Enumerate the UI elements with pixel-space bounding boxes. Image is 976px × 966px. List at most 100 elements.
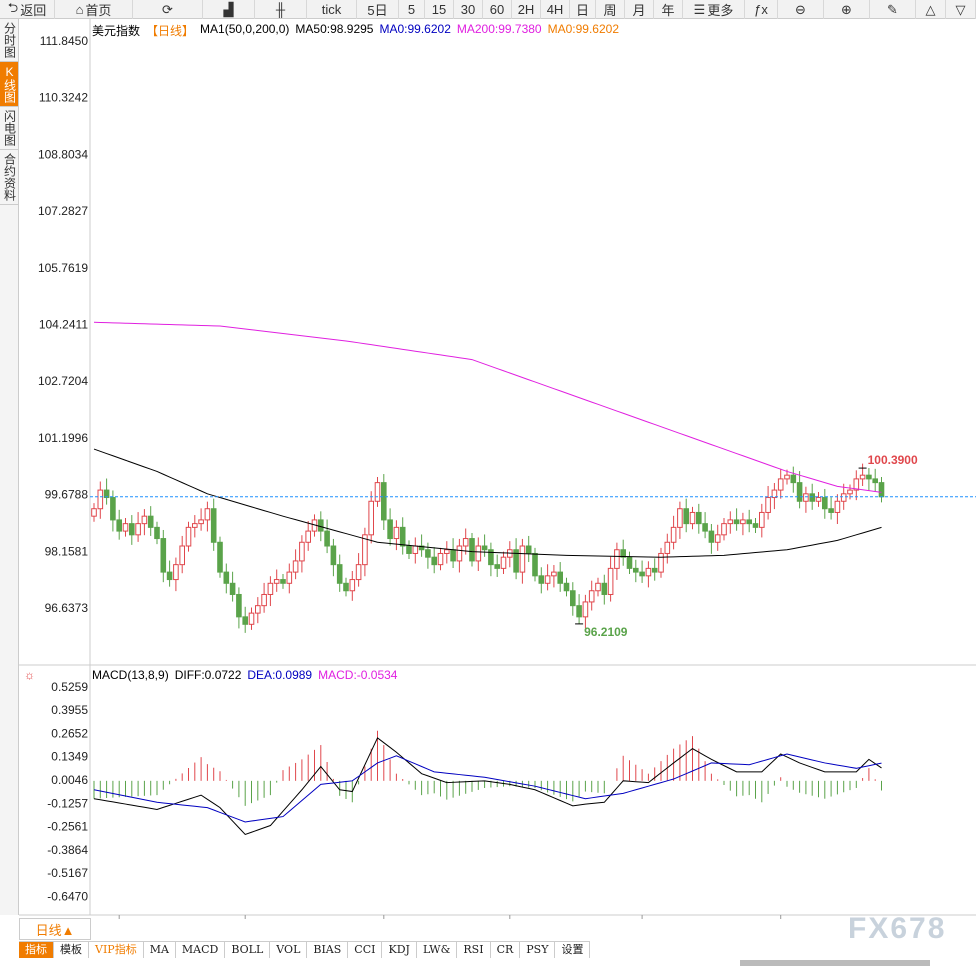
macd-tick-label: -0.6470 xyxy=(47,890,88,904)
indicator-tab-MACD[interactable]: MACD xyxy=(176,942,226,958)
toolbar-button-年[interactable]: 年 xyxy=(654,0,683,19)
toolbar-button-zoom-in-icon[interactable]: ⊕ xyxy=(824,0,870,19)
candle-body xyxy=(784,474,790,480)
candle xyxy=(746,509,753,533)
indicator-tab-BOLL[interactable]: BOLL xyxy=(225,942,271,958)
candle-body xyxy=(336,564,343,584)
indicator-tab-BIAS[interactable]: BIAS xyxy=(307,942,349,958)
toolbar-button-triangle-up-icon[interactable]: △ xyxy=(916,0,946,19)
toolbar-button-zoom-out-icon[interactable]: ⊖ xyxy=(778,0,824,19)
candle xyxy=(853,470,860,501)
candle-body xyxy=(444,549,450,554)
toolbar-button-返回[interactable]: ⮌ 返回 xyxy=(0,0,55,19)
candle xyxy=(614,542,620,580)
candle-body xyxy=(752,523,759,528)
candle xyxy=(733,508,740,531)
candle-body xyxy=(418,545,425,551)
candle-body xyxy=(859,474,866,480)
candle-body xyxy=(696,511,702,525)
toolbar-label: 30 xyxy=(460,2,476,17)
toolbar-button-5日[interactable]: 5日 xyxy=(357,0,399,19)
price-tick-label: 104.2411 xyxy=(39,318,88,332)
candle xyxy=(822,488,828,519)
candle-body xyxy=(488,549,494,566)
toolbar-button-周[interactable]: 周 xyxy=(596,0,625,19)
indicator-tab-CR[interactable]: CR xyxy=(491,942,521,958)
toolbar-button-4H[interactable]: 4H xyxy=(541,0,570,19)
candle xyxy=(91,503,97,522)
indicator-tab-VIP指标[interactable]: VIP指标 xyxy=(89,942,144,958)
candle xyxy=(305,521,311,551)
candle xyxy=(582,594,589,629)
indicator-tab-RSI[interactable]: RSI xyxy=(457,942,491,958)
candle-body xyxy=(204,508,211,521)
toolbar-button-5[interactable]: 5 xyxy=(399,0,425,19)
candle-body xyxy=(154,526,160,540)
toolbar-button-首页[interactable]: ⌂ 首页 xyxy=(55,0,133,19)
candle-body xyxy=(110,497,116,521)
candle xyxy=(185,521,192,552)
candle-body xyxy=(456,545,463,562)
toolbar-button-candlestick-icon[interactable]: ╫ xyxy=(255,0,307,19)
candle xyxy=(651,558,658,581)
candle xyxy=(273,569,280,592)
toolbar-button-2H[interactable]: 2H xyxy=(512,0,541,19)
indicator-tab-设置[interactable]: 设置 xyxy=(555,942,591,958)
candle-body xyxy=(343,582,349,592)
toolbar-button-bar-chart-icon[interactable]: ▟ xyxy=(203,0,255,19)
toolbar-button-pen-icon[interactable]: ✎ xyxy=(870,0,916,19)
indicator-tab-PSY[interactable]: PSY xyxy=(520,942,556,958)
toolbar-button-日[interactable]: 日 xyxy=(570,0,596,19)
scrollbar[interactable] xyxy=(740,960,930,966)
candle-body xyxy=(771,489,778,499)
view-tab-flash[interactable]: 闪电图 xyxy=(0,107,18,150)
toolbar-button-function-fx-icon[interactable]: ƒx xyxy=(745,0,778,19)
pen-icon: ✎ xyxy=(887,1,898,17)
candle xyxy=(255,597,261,624)
candle xyxy=(343,577,349,597)
candle-body xyxy=(406,545,412,554)
candle-body xyxy=(185,526,192,547)
ma-settings[interactable]: MA1(50,0,200,0) xyxy=(200,22,290,36)
indicator-tab-KDJ[interactable]: KDJ xyxy=(382,942,417,958)
triangle-down-icon: ▽ xyxy=(955,1,966,17)
macd-label[interactable]: MACD(13,8,9) xyxy=(92,668,169,682)
candle-body xyxy=(255,605,261,614)
indicator-tab-指标[interactable]: 指标 xyxy=(19,942,54,958)
toolbar-button-更多[interactable]: ☰ 更多 xyxy=(683,0,745,19)
price-tick-label: 105.7619 xyxy=(38,261,88,275)
candle-body xyxy=(733,519,740,525)
indicator-tab-MA[interactable]: MA xyxy=(144,942,176,958)
macd-settings-icon: ☼ xyxy=(24,668,35,682)
chart-canvas[interactable]: ☼ 111.8450 110.3242 108.8034 107.2827 105.761… xyxy=(19,19,976,919)
view-tab-timeshare[interactable]: 分时图 xyxy=(0,19,18,62)
indicator-tab-LW&[interactable]: LW& xyxy=(417,942,458,958)
toolbar-button-60[interactable]: 60 xyxy=(483,0,512,19)
candle xyxy=(242,606,248,633)
dea-line xyxy=(93,753,882,823)
toolbar-label: 日 xyxy=(575,3,589,18)
view-tab-contract-info[interactable]: 合约资料 xyxy=(0,150,18,205)
toolbar-button-tick[interactable]: tick xyxy=(307,0,357,19)
toolbar-button-refresh-icon[interactable]: ⟳ xyxy=(133,0,203,19)
indicator-tab-模板[interactable]: 模板 xyxy=(54,942,89,958)
view-tab-kline[interactable]: K线图 xyxy=(0,62,18,107)
indicator-tab-VOL[interactable]: VOL xyxy=(270,942,308,958)
toolbar-button-triangle-down-icon[interactable]: ▽ xyxy=(946,0,976,19)
view-tab-label: K线图 xyxy=(2,65,17,103)
toolbar-button-月[interactable]: 月 xyxy=(625,0,654,19)
candle xyxy=(828,497,834,520)
candle xyxy=(469,532,475,567)
candle xyxy=(236,587,242,629)
toolbar-button-15[interactable]: 15 xyxy=(425,0,454,19)
candle xyxy=(696,503,702,534)
ma0-value-2: MA0:99.6202 xyxy=(547,22,619,36)
indicator-tab-CCI[interactable]: CCI xyxy=(348,942,383,958)
candle-body xyxy=(563,582,570,592)
period-selector[interactable]: 日线▲ xyxy=(19,918,91,940)
candle-body xyxy=(582,601,589,618)
candle-body xyxy=(223,571,230,584)
toolbar-button-30[interactable]: 30 xyxy=(454,0,483,19)
candle-body xyxy=(97,489,104,510)
toolbar-label: 返回 xyxy=(20,3,47,18)
